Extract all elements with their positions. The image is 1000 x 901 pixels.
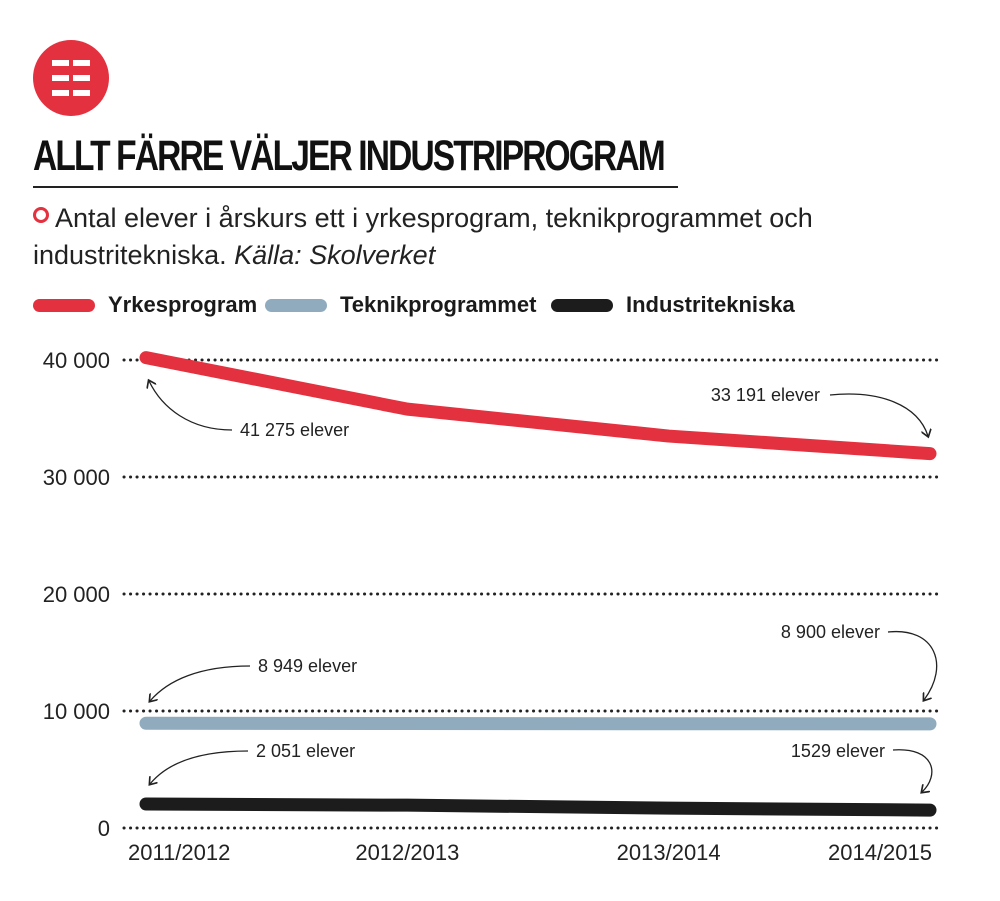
annotation-arrow bbox=[829, 393, 928, 436]
annotation-label: 1529 elever bbox=[791, 741, 885, 761]
annotation-arrow bbox=[150, 750, 249, 784]
y-tick-label: 0 bbox=[98, 816, 110, 841]
series-line bbox=[139, 351, 937, 461]
page-title: ALLT FÄRRE VÄLJER INDUSTRIPROGRAM bbox=[33, 132, 666, 180]
y-tick-label: 30 000 bbox=[43, 465, 110, 490]
annotation-label: 33 191 elever bbox=[711, 385, 820, 405]
y-tick-label: 10 000 bbox=[43, 699, 110, 724]
series-line bbox=[139, 716, 937, 731]
annotation-label: 8 949 elever bbox=[258, 656, 357, 676]
y-tick-label: 40 000 bbox=[43, 348, 110, 373]
annotation-label: 8 900 elever bbox=[781, 622, 880, 642]
annotation-label: 2 051 elever bbox=[256, 741, 355, 761]
x-tick-label: 2014/2015 bbox=[828, 840, 932, 865]
legend-label-industritekniska: Industritekniska bbox=[626, 292, 795, 317]
chart-subtitle: Antal elever i årskurs ett i yrkesprogra… bbox=[33, 200, 973, 274]
source-text: Källa: Skolverket bbox=[234, 240, 436, 270]
x-tick-label: 2013/2014 bbox=[617, 840, 721, 865]
bullet-icon bbox=[33, 207, 49, 223]
legend-label-yrkesprogram: Yrkesprogram bbox=[108, 292, 258, 317]
x-tick-label: 2011/2012 bbox=[128, 840, 230, 865]
legend-swatch-teknikprogrammet bbox=[265, 299, 327, 312]
subtitle-text: Antal elever i årskurs ett i yrkesprogra… bbox=[33, 203, 813, 270]
legend-swatch-industritekniska bbox=[551, 299, 613, 312]
menu-lines-icon bbox=[33, 40, 109, 116]
annotation-arrow bbox=[149, 381, 233, 431]
title-rule bbox=[33, 186, 678, 188]
x-tick-label: 2012/2013 bbox=[355, 840, 459, 865]
annotation-arrow bbox=[150, 665, 251, 701]
annotation-arrow bbox=[892, 749, 933, 792]
y-tick-label: 20 000 bbox=[43, 582, 110, 607]
annotation-label: 41 275 elever bbox=[240, 420, 349, 440]
legend-swatch-yrkesprogram bbox=[33, 299, 95, 312]
annotation-arrow bbox=[887, 630, 938, 700]
legend-label-teknikprogrammet: Teknikprogrammet bbox=[340, 292, 537, 317]
series-line bbox=[139, 797, 937, 817]
